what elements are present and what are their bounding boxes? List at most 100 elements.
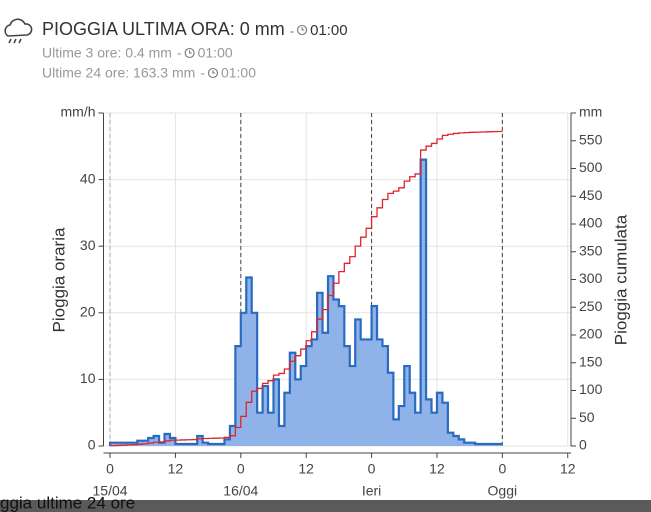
rain-bar	[115, 442, 122, 446]
y2-tick-label: 400	[579, 215, 603, 231]
rain-bar	[153, 436, 160, 446]
separator: -	[177, 45, 182, 61]
rain-bar	[436, 392, 443, 446]
x-date-label: Oggi	[488, 483, 518, 499]
footer-bar	[0, 500, 651, 512]
rain-bar	[382, 346, 389, 446]
rain-bar	[366, 339, 372, 446]
y2-tick-label: 50	[579, 409, 595, 425]
y2-tick-label: 200	[579, 326, 603, 342]
time: 01:00	[310, 22, 348, 39]
y-axis-title: Pioggia oraria	[49, 227, 68, 332]
rain-bar	[420, 159, 427, 446]
rain-bar	[447, 432, 454, 446]
rain-bar	[415, 412, 421, 446]
rain-bar	[464, 442, 470, 446]
rain-bar	[360, 339, 367, 446]
rain-bar	[251, 312, 258, 446]
clock-icon	[212, 70, 216, 74]
time: 01:00	[221, 65, 256, 81]
y-tick-label: 10	[80, 370, 96, 386]
y2-tick-label: 450	[579, 187, 603, 203]
rain-bar	[148, 438, 154, 446]
rain-bar	[224, 439, 231, 446]
y-tick-label: 30	[80, 237, 96, 253]
rain-bar	[284, 392, 291, 446]
separator: -	[200, 65, 205, 81]
y-tick-label: 20	[80, 304, 96, 320]
rain-bar	[169, 438, 176, 446]
rain-bar	[110, 442, 116, 446]
rain-bar	[398, 406, 405, 446]
rain-bar	[426, 399, 432, 446]
y2-tick-label: 150	[579, 353, 603, 369]
rain-bar	[387, 372, 394, 446]
rain-bar	[273, 379, 280, 446]
rain-bar	[431, 412, 438, 446]
y2-tick-label: 500	[579, 159, 603, 175]
clock-icon	[184, 47, 195, 59]
rain-bar	[317, 292, 323, 446]
rain-outline	[108, 158, 503, 446]
rain-bar	[404, 366, 411, 446]
rain-bar	[458, 439, 465, 446]
rain-bar	[442, 402, 449, 446]
separator: -	[290, 23, 294, 38]
rain-bar	[197, 436, 203, 446]
x-tick-label: 0	[106, 461, 114, 477]
rain-bar	[469, 442, 476, 446]
rain-bar	[159, 442, 165, 446]
rain-bar	[137, 440, 144, 446]
x-tick-label: 0	[237, 461, 245, 477]
x-date-label: 16/04	[223, 483, 258, 499]
x-tick-label: 12	[560, 461, 576, 477]
x-tick-label: 12	[429, 461, 445, 477]
y-tick-label: 40	[80, 170, 96, 186]
x-tick-label: 12	[168, 461, 184, 477]
rain-bar	[409, 392, 416, 446]
rain-bar	[246, 277, 253, 446]
rain-bar	[349, 366, 356, 446]
clock-icon	[189, 50, 192, 54]
rain-bar	[371, 306, 378, 446]
rain-bar	[338, 306, 345, 446]
rain-bar	[240, 312, 247, 446]
weather-icon	[4, 18, 33, 44]
y2-tick-label: 350	[579, 242, 603, 258]
header-title: PIOGGIA ULTIMA ORA: 0 mm	[42, 19, 285, 39]
rain-bar	[295, 379, 302, 446]
clock-icon	[297, 24, 308, 36]
rain-bar	[344, 346, 351, 446]
subline: Ultime 3 ore: 0.4 mm	[42, 45, 172, 61]
rain-bar	[235, 346, 242, 446]
plot: 0 10 20 30 40 mm/h 0 50 100 150 200 250 300 350 400 450…	[49, 104, 630, 499]
subline: Ultime 24 ore: 163.3 mm	[42, 65, 195, 81]
y2-tick-label: 250	[579, 298, 603, 314]
rain-bar	[393, 419, 400, 446]
rain-bar	[164, 434, 171, 446]
rain-bar	[377, 339, 383, 446]
rain-bar	[327, 276, 334, 446]
rain-bar	[120, 442, 127, 446]
rain-bar	[311, 339, 318, 446]
time: 01:00	[198, 45, 233, 61]
rain-bar	[453, 436, 460, 446]
rain-bar	[289, 352, 296, 446]
y2-tick-label: 300	[579, 270, 603, 286]
x-tick-label: 0	[368, 461, 376, 477]
rain-bar	[322, 332, 329, 446]
y2-tick-label: mm	[579, 104, 602, 120]
rain-bar	[262, 386, 269, 446]
rain-bar	[306, 346, 312, 446]
y-tick-label: 0	[88, 437, 96, 453]
y2-tick-label: 100	[579, 381, 603, 397]
clock-icon	[301, 27, 305, 31]
clock-icon	[207, 67, 219, 79]
rain-bar	[333, 299, 340, 446]
footer-text: ggia ultime 24 ore	[0, 493, 135, 512]
rain-bar	[278, 426, 285, 446]
x-tick-label: 0	[498, 461, 506, 477]
y2-tick-label: 0	[579, 437, 587, 453]
y2-axis-title: Pioggia cumulata	[611, 214, 630, 345]
